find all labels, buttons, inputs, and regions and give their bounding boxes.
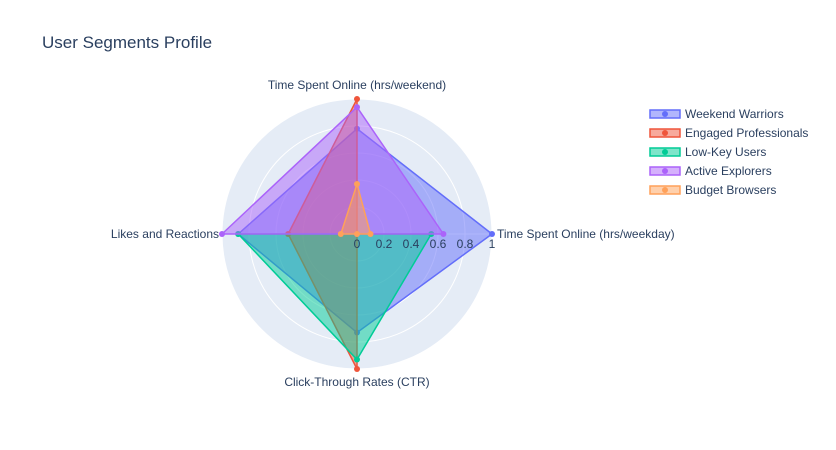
legend-marker <box>662 187 668 193</box>
legend-label: Weekend Warriors <box>685 107 784 121</box>
data-point-budget-browsers <box>354 181 360 188</box>
legend-marker <box>662 111 668 117</box>
series-layer <box>219 96 495 372</box>
chart-title: User Segments Profile <box>42 33 213 52</box>
tick-label: 0.6 <box>430 237 447 251</box>
axis-label: Time Spent Online (hrs/weekday) <box>497 227 675 241</box>
legend: Weekend Warriors Engaged Professionals Low… <box>649 107 808 197</box>
legend-label: Low-Key Users <box>685 145 766 159</box>
axis-label: Likes and Reactions <box>111 227 219 241</box>
legend-label: Budget Browsers <box>685 183 776 197</box>
axis-label: Click-Through Rates (CTR) <box>284 375 429 389</box>
data-point-active-explorers <box>219 231 225 237</box>
legend-label: Engaged Professionals <box>685 126 808 140</box>
data-point-engaged-professionals <box>354 366 360 372</box>
legend-marker <box>662 168 668 174</box>
legend-item: Weekend Warriors <box>649 107 784 121</box>
data-point-budget-browsers <box>367 231 374 237</box>
axis-label: Time Spent Online (hrs/weekend) <box>268 78 446 92</box>
tick-label: 1 <box>489 237 496 251</box>
data-point-weekend-warriors <box>489 231 495 237</box>
data-point-low-key-users <box>354 356 360 363</box>
legend-marker <box>662 130 668 136</box>
data-point-engaged-professionals <box>354 96 360 102</box>
tick-label: 0.4 <box>403 237 420 251</box>
tick-label: 0.8 <box>457 237 474 251</box>
data-point-active-explorers <box>354 104 360 111</box>
legend-item: Budget Browsers <box>649 183 776 197</box>
data-point-budget-browsers <box>354 231 360 237</box>
radial-ticks: 0 0.2 0.4 0.6 0.8 1 <box>354 237 496 251</box>
tick-label: 0 <box>354 237 361 251</box>
axis-labels: Time Spent Online (hrs/weekday) Time Spen… <box>111 78 675 389</box>
legend-marker <box>662 149 668 155</box>
legend-label: Active Explorers <box>685 164 772 178</box>
legend-item: Engaged Professionals <box>649 126 808 140</box>
legend-item: Active Explorers <box>649 164 772 178</box>
data-point-active-explorers <box>440 231 447 237</box>
tick-label: 0.2 <box>376 237 393 251</box>
legend-item: Low-Key Users <box>649 145 766 159</box>
data-point-budget-browsers <box>337 231 344 237</box>
